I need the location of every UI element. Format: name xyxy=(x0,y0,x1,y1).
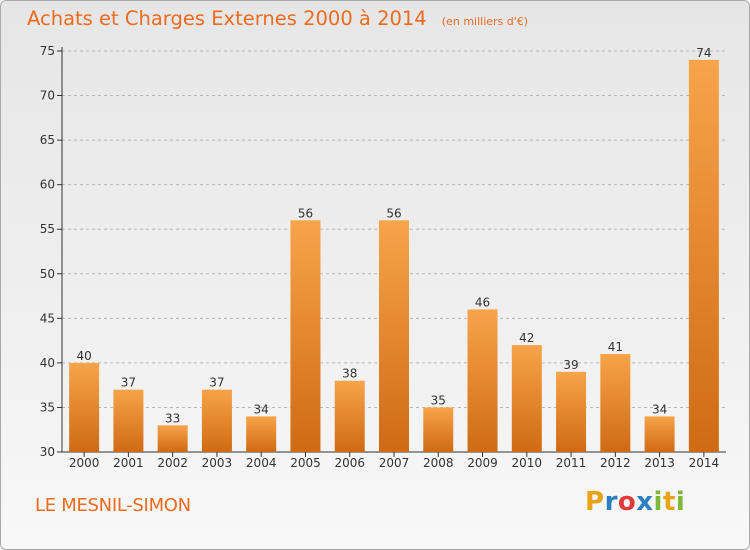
x-tick-label: 2014 xyxy=(689,456,720,470)
data-label: 34 xyxy=(652,402,667,416)
bar xyxy=(113,389,144,452)
bar xyxy=(600,353,631,452)
commune-name: LE MESNIL-SIMON xyxy=(35,495,191,516)
bar xyxy=(69,362,100,452)
x-tick-label: 2000 xyxy=(69,456,100,470)
bar xyxy=(334,380,365,452)
chart-title-row: Achats et Charges Externes 2000 à 2014 (… xyxy=(27,7,528,30)
data-label: 46 xyxy=(475,295,490,309)
data-label: 33 xyxy=(165,411,180,425)
brand-letter: x xyxy=(636,487,654,517)
y-tick-label: 45 xyxy=(40,311,55,325)
data-label: 56 xyxy=(386,206,401,220)
x-tick-label: 2001 xyxy=(113,456,144,470)
brand-letter: r xyxy=(604,487,618,517)
chart-subtitle: (en milliers d'€) xyxy=(441,15,529,28)
data-label: 37 xyxy=(209,376,224,390)
x-tick-label: 2005 xyxy=(290,456,321,470)
x-tick-label: 2004 xyxy=(246,456,277,470)
data-label: 74 xyxy=(696,46,711,60)
y-tick-label: 35 xyxy=(40,400,55,414)
data-label: 34 xyxy=(254,402,269,416)
bar xyxy=(157,425,188,452)
data-label: 38 xyxy=(342,367,357,381)
y-tick-label: 40 xyxy=(40,356,55,370)
brand-letter: i xyxy=(675,487,686,517)
y-tick-label: 60 xyxy=(40,178,55,192)
y-tick-label: 30 xyxy=(40,445,55,459)
brand-letter: o xyxy=(617,487,637,517)
bar xyxy=(688,59,719,453)
data-label: 56 xyxy=(298,206,313,220)
bar xyxy=(467,309,498,452)
bar xyxy=(246,416,277,452)
x-tick-label: 2007 xyxy=(379,456,410,470)
bar xyxy=(290,220,321,452)
y-tick-label: 75 xyxy=(40,44,55,58)
x-tick-label: 2002 xyxy=(157,456,188,470)
data-label: 42 xyxy=(519,331,534,345)
brand-logo: Proxiti xyxy=(585,487,685,517)
data-label: 40 xyxy=(76,349,91,363)
x-tick-label: 2013 xyxy=(644,456,675,470)
y-tick-label: 50 xyxy=(40,267,55,281)
y-tick-label: 70 xyxy=(40,89,55,103)
x-tick-label: 2011 xyxy=(556,456,587,470)
brand-letter: t xyxy=(662,487,676,517)
x-tick-label: 2003 xyxy=(202,456,233,470)
bar xyxy=(379,220,409,452)
data-label: 39 xyxy=(563,358,578,372)
x-tick-label: 2012 xyxy=(600,456,631,470)
bar xyxy=(511,345,542,452)
bar xyxy=(423,407,454,452)
chart-title: Achats et Charges Externes 2000 à 2014 xyxy=(27,7,427,30)
y-tick-label: 65 xyxy=(40,133,55,147)
brand-letter: i xyxy=(653,487,663,517)
data-label: 37 xyxy=(121,376,136,390)
data-label: 35 xyxy=(431,393,446,407)
y-tick-label: 55 xyxy=(40,222,55,236)
bar xyxy=(644,416,675,452)
brand-letter: P xyxy=(585,487,605,517)
bar xyxy=(556,371,587,452)
x-tick-label: 2009 xyxy=(467,456,498,470)
data-label: 41 xyxy=(608,340,623,354)
x-tick-label: 2006 xyxy=(334,456,365,470)
bar xyxy=(201,389,232,452)
x-tick-label: 2008 xyxy=(423,456,454,470)
x-tick-label: 2010 xyxy=(512,456,543,470)
